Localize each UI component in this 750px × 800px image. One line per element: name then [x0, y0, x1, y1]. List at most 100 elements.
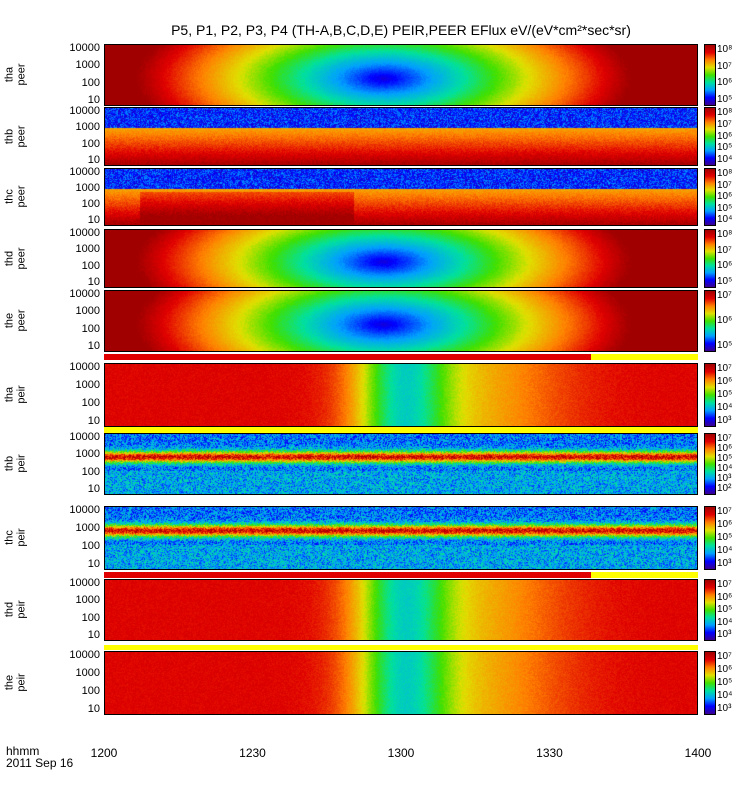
colorbar-tick-label: 10⁸ — [717, 168, 733, 179]
colorbar-tick-label: 10⁵ — [717, 453, 733, 464]
y-tick-label: 10 — [87, 558, 100, 570]
y-axis-label-thc_peir: peir — [15, 528, 28, 547]
y-tick-label: 100 — [81, 540, 100, 552]
heatmap-canvas-thd_peir — [104, 579, 698, 641]
y-tick-label: 1000 — [75, 448, 100, 461]
colorbar-tick-label: 10⁶ — [717, 443, 733, 454]
heatmap-canvas-tha_peir — [104, 363, 698, 427]
y-axis-label-thd_peer: thd — [3, 250, 16, 266]
y-axis-label-tha_peir: tha — [3, 386, 16, 403]
y-axis-label-tha_peir: peir — [15, 385, 28, 404]
y-axis-label-the_peer: the — [3, 312, 16, 329]
colorbar-tick-label: 10² — [717, 483, 732, 494]
mode-flag-strip — [104, 572, 698, 578]
y-tick-label: 10 — [87, 154, 100, 166]
colorbar-tick-label: 10⁴ — [717, 690, 733, 701]
y-axis-label-thd_peir: peir — [15, 600, 28, 619]
colorbar-tick-label: 10³ — [717, 558, 732, 569]
y-tick-label: 100 — [81, 259, 100, 272]
colorbar-tick-label: 10⁶ — [717, 191, 733, 202]
y-axis-label-thd_peer: peer — [15, 246, 28, 270]
colorbar-tick-label: 10⁶ — [717, 591, 733, 603]
spectrogram-thb_peer — [104, 107, 698, 166]
y-axis-label-the_peer: peer — [15, 309, 28, 332]
colorbar-tick-label: 10⁷ — [717, 244, 732, 256]
x-axis-date-label: 2011 Sep 16 — [6, 756, 74, 770]
y-tick-label: 100 — [81, 397, 100, 409]
colorbar-tick-label: 10⁵ — [717, 340, 733, 351]
y-tick-label: 10 — [87, 629, 100, 641]
spectrogram-tha_peir — [104, 363, 698, 427]
colorbar-tick-label: 10⁸ — [717, 229, 733, 240]
spectrogram-thb_peir — [104, 433, 698, 495]
colorbar-tick-label: 10⁴ — [717, 545, 733, 556]
spectrogram-tha_peer — [104, 44, 698, 106]
y-axis-label-thc_peer: thc — [3, 189, 16, 204]
heatmap-canvas-thd_peer — [104, 229, 698, 288]
mode-flag-strip — [104, 427, 698, 433]
mode-flag-strip — [104, 354, 698, 360]
y-tick-label: 10000 — [69, 649, 100, 661]
colorbar-tick-label: 10⁷ — [717, 363, 732, 374]
y-axis-label-thb_peir: thb — [3, 455, 16, 472]
y-tick-label: 10000 — [69, 361, 100, 373]
y-tick-label: 100 — [81, 322, 100, 335]
y-tick-label: 1000 — [75, 594, 100, 607]
colorbar-tick-label: 10⁴ — [717, 214, 733, 225]
colorbar-tick-label: 10⁵ — [717, 677, 733, 688]
colorbar-thd_peir — [704, 579, 716, 641]
y-tick-label: 10 — [87, 483, 100, 495]
colorbar-tick-label: 10³ — [717, 629, 732, 640]
x-tick-label: 1300 — [387, 746, 415, 760]
y-tick-label: 10000 — [69, 504, 100, 516]
colorbar-tick-label: 10⁵ — [717, 532, 733, 543]
heatmap-canvas-tha_peer — [104, 44, 698, 106]
heatmap-canvas-the_peir — [104, 651, 698, 715]
colorbar-tick-label: 10⁵ — [717, 276, 733, 287]
y-tick-label: 100 — [81, 611, 100, 624]
colorbar-tick-label: 10⁶ — [717, 130, 733, 142]
y-tick-label: 10000 — [69, 288, 100, 300]
colorbar-tick-label: 10³ — [717, 415, 732, 426]
spectrogram-thd_peir — [104, 579, 698, 641]
y-tick-label: 100 — [81, 685, 100, 697]
colorbar-tick-label: 10⁵ — [717, 94, 733, 105]
y-axis-label-thc_peer: peer — [15, 185, 28, 208]
x-axis-unit-label: hhmm — [6, 744, 40, 758]
colorbar-tick-label: 10⁵ — [717, 389, 733, 400]
y-tick-label: 10000 — [69, 166, 100, 178]
colorbar-the_peer — [704, 290, 716, 352]
x-tick-label: 1330 — [536, 746, 563, 760]
y-tick-label: 10000 — [69, 42, 100, 54]
colorbar-thc_peir — [704, 506, 716, 570]
y-tick-label: 10 — [87, 415, 100, 427]
y-tick-label: 10 — [87, 340, 100, 352]
heatmap-canvas-thb_peer — [104, 107, 698, 166]
colorbar-tick-label: 10⁴ — [717, 402, 733, 413]
y-tick-label: 100 — [81, 465, 100, 478]
chart-title: P5, P1, P2, P3, P4 (TH-A,B,C,D,E) PEIR,P… — [171, 22, 631, 38]
colorbar-tick-label: 10⁶ — [717, 376, 733, 387]
colorbar-tick-label: 10⁷ — [717, 290, 732, 301]
heatmap-canvas-thb_peir — [104, 433, 698, 495]
y-axis-label-tha_peer: peer — [15, 63, 28, 86]
colorbar-tick-label: 10⁵ — [717, 202, 733, 214]
spectrogram-the_peer — [104, 290, 698, 352]
y-tick-label: 10000 — [69, 227, 100, 239]
colorbar-the_peir — [704, 651, 716, 715]
colorbar-tick-label: 10⁴ — [717, 463, 733, 474]
colorbar-thc_peer — [704, 168, 716, 226]
colorbar-tick-label: 10⁷ — [717, 60, 732, 72]
y-tick-label: 100 — [81, 76, 100, 89]
y-axis-label-thb_peir: peir — [15, 454, 28, 473]
y-tick-label: 10 — [87, 214, 100, 226]
mode-flag-strip — [104, 645, 698, 650]
colorbar-tha_peer — [704, 44, 716, 106]
heatmap-canvas-the_peer — [104, 290, 698, 352]
colorbar-tick-label: 10³ — [717, 473, 732, 484]
y-tick-label: 10 — [87, 94, 100, 106]
colorbar-tick-label: 10⁶ — [717, 77, 733, 89]
colorbar-tick-label: 10⁶ — [717, 315, 733, 326]
colorbar-tick-label: 10⁸ — [717, 107, 733, 118]
colorbar-tick-label: 10⁶ — [717, 519, 733, 530]
